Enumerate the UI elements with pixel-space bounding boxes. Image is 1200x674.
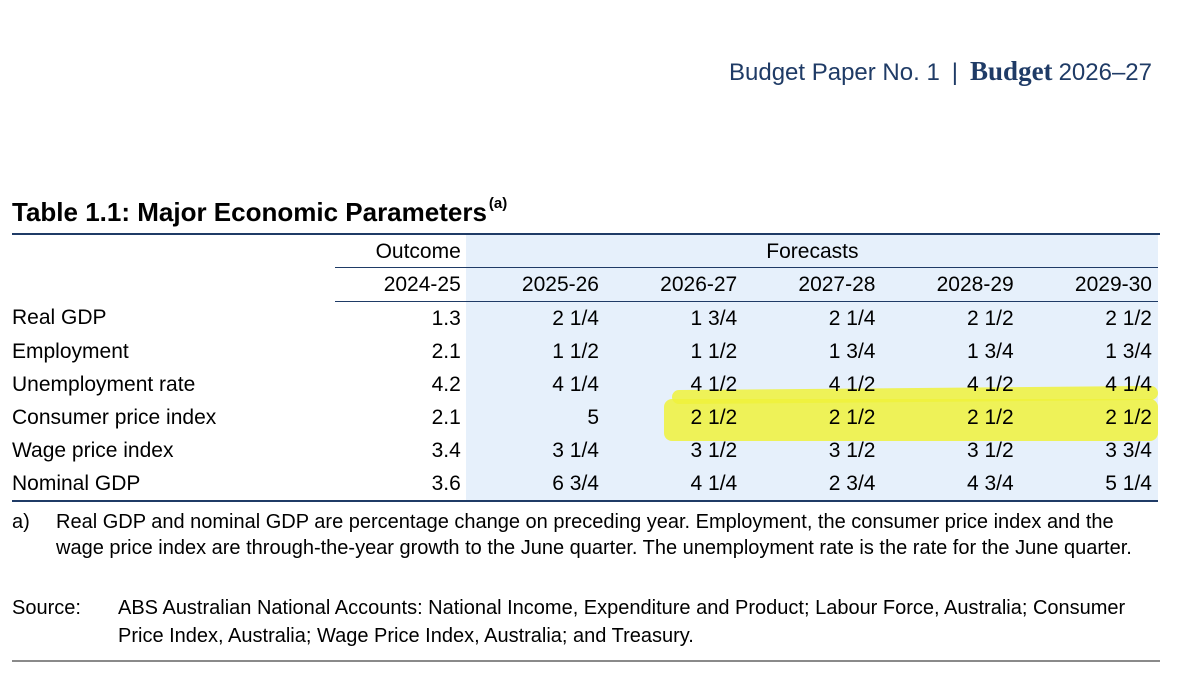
table-cell: 3 1/2 [690,438,738,462]
highlighter-mark-cpi [664,399,1158,441]
table-cell: 2 3/4 [743,467,882,502]
table-cell: 1 1/2 [690,339,738,363]
year-header: 2027-28 [743,267,882,302]
table-row: Wage price index 3.4 3 1/4 3 1/2 3 1/2 3… [12,434,1158,467]
table-cell: 4.2 [431,372,461,396]
table-cell: 3 1/2 [966,438,1014,462]
year-header: 2028-29 [881,267,1020,302]
table-title-note: (a) [488,195,508,212]
table-cell: 2 1/4 [552,306,599,330]
row-label: Employment [12,339,129,363]
table-cell: 3 1/4 [552,438,599,462]
row-label: Consumer price index [12,405,217,429]
table-cell: 2.1 [431,339,461,363]
table-cell: 2 1/4 [828,306,876,330]
footnote-text: Real GDP and nominal GDP are percentage … [56,511,1132,559]
table-cell: 4 1/4 [1105,372,1152,396]
forecasts-header: Forecasts [466,237,1158,268]
table-cell: 5 1/4 [1019,467,1158,502]
header-separator: | [951,59,959,86]
table-row: Unemployment rate 4.2 4 1/4 4 1/2 4 1/2 … [12,368,1158,401]
source-marker: Source: [12,597,81,619]
table-cell: 3 1/2 [828,438,876,462]
table-footnote: a) Real GDP and nominal GDP are percentag… [12,509,1152,561]
table-cell: 2 1/2 [1105,405,1152,429]
table-cell: 6 3/4 [466,467,605,502]
table-cell: 4 1/2 [966,372,1014,396]
table-cell: 1 3/4 [690,306,738,330]
table-cell: 2 1/2 [1105,306,1152,330]
table-cell: 3 3/4 [1105,438,1152,462]
table-cell: 4 1/2 [690,372,738,396]
table-cell: 4 1/2 [828,372,876,396]
table-cell: 2.1 [431,405,461,429]
table-cell: 2 1/2 [690,405,738,429]
title-rule [12,233,1160,235]
year-header-empty [12,268,335,302]
table-cell: 1 1/2 [552,339,599,363]
table-title: Table 1.1: Major Economic Parameters (a) [12,195,508,228]
year-header-row: 2024-25 2025-26 2026-27 2027-28 2028-29 … [12,267,1158,302]
budget-brand: Budget [970,56,1053,86]
year-header: 2026-27 [605,267,744,302]
year-header: 2025-26 [466,267,605,302]
table-cell: 2 1/2 [966,405,1014,429]
bottom-rule [12,660,1160,662]
table-row: Consumer price index 2.1 5 2 1/2 2 1/2 2… [12,401,1158,434]
table-cell: 4 1/4 [552,372,599,396]
table-cell: 3.4 [431,438,461,462]
row-label: Wage price index [12,438,174,462]
footnote-marker: a) [12,511,30,533]
group-header-row: Outcome Forecasts [12,237,1158,268]
outcome-header: Outcome [334,237,467,268]
table-cell: 1.3 [431,306,461,330]
header-empty [12,237,335,268]
row-label: Unemployment rate [12,372,196,396]
table-row: Nominal GDP 3.6 6 3/4 4 1/4 2 3/4 4 3/4 … [12,467,1158,502]
table-cell: 4 1/4 [605,467,744,502]
table-title-text: Table 1.1: Major Economic Parameters [12,197,487,227]
table-cell: 3.6 [334,467,467,502]
table-cell: 1 3/4 [828,339,876,363]
table-cell: 5 [587,405,599,429]
economic-parameters-table: Outcome Forecasts 2024-25 2025-26 2026-2… [12,237,1158,502]
row-label: Real GDP [12,306,107,330]
budget-paper-label: Budget Paper No. 1 [728,59,940,86]
table-row: Real GDP 1.3 2 1/4 1 3/4 2 1/4 2 1/2 2 1… [12,302,1158,336]
table-row: Employment 2.1 1 1/2 1 1/2 1 3/4 1 3/4 1… [12,335,1158,368]
table-source: Source: ABS Australian National Accounts:… [12,594,1152,650]
budget-year: 2026–27 [1058,59,1152,86]
table-cell: 1 3/4 [966,339,1014,363]
table-cell: 1 3/4 [1105,339,1152,363]
table-cell: 2 1/2 [828,405,876,429]
page-header: Budget Paper No. 1 | Budget 2026–27 [729,56,1152,87]
year-header: 2029-30 [1019,267,1158,302]
year-header: 2024-25 [334,267,467,302]
table-cell: 4 3/4 [881,467,1020,502]
row-label: Nominal GDP [12,467,335,502]
source-text: ABS Australian National Accounts: Nation… [118,597,1126,647]
table-cell: 2 1/2 [966,306,1014,330]
